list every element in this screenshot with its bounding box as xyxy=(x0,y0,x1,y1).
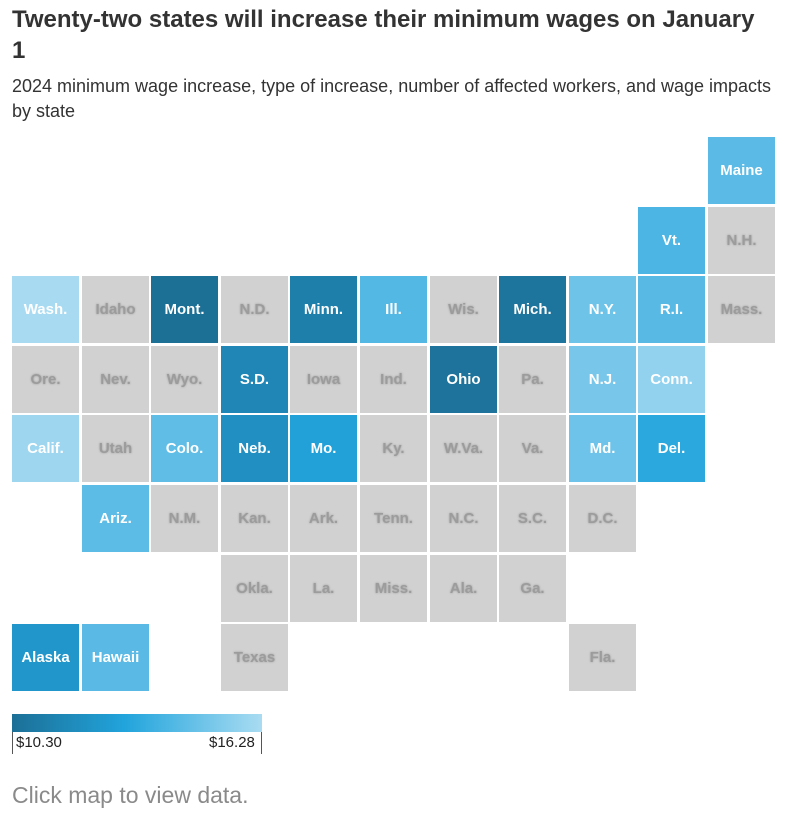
state-tile-n-m[interactable]: N.M. xyxy=(151,485,218,552)
legend-tick-min xyxy=(12,732,13,754)
state-tile-alaska[interactable]: Alaska xyxy=(12,624,79,691)
state-tile-kan[interactable]: Kan. xyxy=(221,485,288,552)
state-tile-ind[interactable]: Ind. xyxy=(360,346,427,413)
state-tile-ill[interactable]: Ill. xyxy=(360,276,427,343)
state-tile-w-va[interactable]: W.Va. xyxy=(430,415,497,482)
legend-max-label: $16.28 xyxy=(209,734,255,751)
state-tile-miss[interactable]: Miss. xyxy=(360,555,427,622)
legend-tick-max xyxy=(261,732,262,754)
state-tile-ohio[interactable]: Ohio xyxy=(430,346,497,413)
state-tile-ark[interactable]: Ark. xyxy=(290,485,357,552)
state-tile-tenn[interactable]: Tenn. xyxy=(360,485,427,552)
state-tile-va[interactable]: Va. xyxy=(499,415,566,482)
state-tile-mo[interactable]: Mo. xyxy=(290,415,357,482)
state-tile-colo[interactable]: Colo. xyxy=(151,415,218,482)
state-tile-wash[interactable]: Wash. xyxy=(12,276,79,343)
state-tile-wis[interactable]: Wis. xyxy=(430,276,497,343)
state-tile-del[interactable]: Del. xyxy=(638,415,705,482)
state-tile-maine[interactable]: Maine xyxy=(708,137,775,204)
state-tile-texas[interactable]: Texas xyxy=(221,624,288,691)
state-tile-mich[interactable]: Mich. xyxy=(499,276,566,343)
state-tile-n-y[interactable]: N.Y. xyxy=(569,276,636,343)
state-tile-vt[interactable]: Vt. xyxy=(638,207,705,274)
state-tile-d-c[interactable]: D.C. xyxy=(569,485,636,552)
state-tile-wyo[interactable]: Wyo. xyxy=(151,346,218,413)
legend-color-scale xyxy=(12,714,262,732)
state-tile-s-c[interactable]: S.C. xyxy=(499,485,566,552)
state-tile-ore[interactable]: Ore. xyxy=(12,346,79,413)
state-tile-conn[interactable]: Conn. xyxy=(638,346,705,413)
state-tile-n-j[interactable]: N.J. xyxy=(569,346,636,413)
state-tile-la[interactable]: La. xyxy=(290,555,357,622)
state-tile-n-c[interactable]: N.C. xyxy=(430,485,497,552)
state-tile-mont[interactable]: Mont. xyxy=(151,276,218,343)
state-tile-hawaii[interactable]: Hawaii xyxy=(82,624,149,691)
state-tile-ga[interactable]: Ga. xyxy=(499,555,566,622)
state-tile-mass[interactable]: Mass. xyxy=(708,276,775,343)
state-tile-calif[interactable]: Calif. xyxy=(12,415,79,482)
state-tile-s-d[interactable]: S.D. xyxy=(221,346,288,413)
state-tile-neb[interactable]: Neb. xyxy=(221,415,288,482)
state-tile-idaho[interactable]: Idaho xyxy=(82,276,149,343)
state-tile-okla[interactable]: Okla. xyxy=(221,555,288,622)
chart-subtitle: 2024 minimum wage increase, type of incr… xyxy=(12,76,772,121)
state-tile-utah[interactable]: Utah xyxy=(82,415,149,482)
click-map-hint: Click map to view data. xyxy=(12,782,249,808)
legend-min-label: $10.30 xyxy=(16,734,62,751)
state-tile-minn[interactable]: Minn. xyxy=(290,276,357,343)
state-tile-pa[interactable]: Pa. xyxy=(499,346,566,413)
state-tile-ariz[interactable]: Ariz. xyxy=(82,485,149,552)
state-tile-nev[interactable]: Nev. xyxy=(82,346,149,413)
state-tile-r-i[interactable]: R.I. xyxy=(638,276,705,343)
state-tile-n-h[interactable]: N.H. xyxy=(708,207,775,274)
state-tile-ala[interactable]: Ala. xyxy=(430,555,497,622)
state-tile-iowa[interactable]: Iowa xyxy=(290,346,357,413)
chart-title: Twenty-two states will increase their mi… xyxy=(12,6,755,64)
state-tile-fla[interactable]: Fla. xyxy=(569,624,636,691)
state-tile-md[interactable]: Md. xyxy=(569,415,636,482)
state-tile-ky[interactable]: Ky. xyxy=(360,415,427,482)
state-tile-n-d[interactable]: N.D. xyxy=(221,276,288,343)
